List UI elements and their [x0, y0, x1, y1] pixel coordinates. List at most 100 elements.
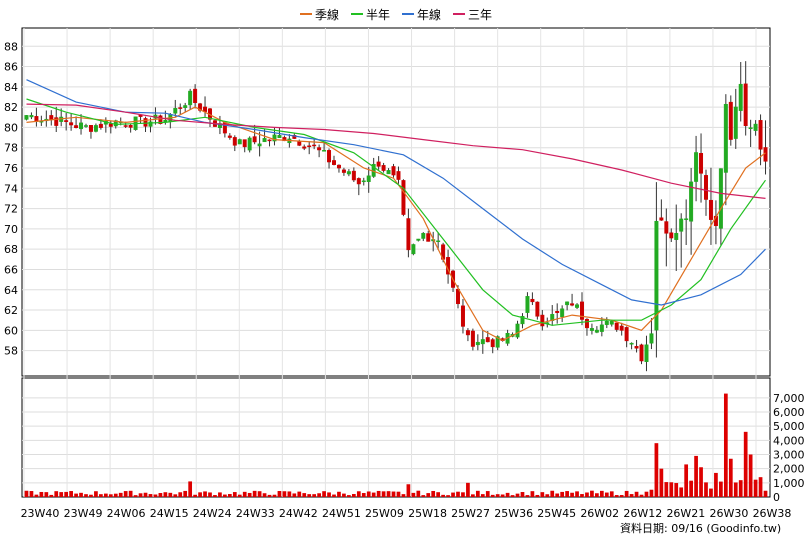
candle-body — [74, 125, 79, 128]
volume-bar — [347, 495, 351, 497]
x-tick-label: 25W36 — [494, 507, 533, 520]
candle-body — [183, 105, 188, 108]
volume-bar — [342, 493, 346, 497]
candle-body — [361, 180, 366, 183]
volume-bar — [168, 492, 173, 497]
volume-tick-label: 0 — [773, 491, 780, 504]
candle-body — [480, 339, 485, 345]
volume-bar — [451, 492, 455, 497]
volume-bar — [44, 492, 49, 497]
volume-bar — [609, 491, 614, 497]
volume-tick-label: 1,000 — [773, 477, 805, 490]
candle-body — [88, 125, 93, 132]
x-tick-label: 24W51 — [322, 507, 361, 520]
volume-bar — [208, 492, 212, 497]
volume-bar — [441, 494, 445, 497]
volume-bar — [471, 494, 475, 497]
candle-body — [718, 168, 723, 229]
price-tick-label: 70 — [4, 223, 18, 236]
candle-body — [252, 136, 257, 143]
volume-bar — [193, 494, 197, 497]
volume-bar — [401, 494, 406, 497]
volume-bar — [694, 455, 698, 497]
volume-bar — [555, 493, 560, 497]
volume-tick-label: 3,000 — [773, 449, 805, 462]
volume-bar — [138, 493, 143, 497]
candle-body — [669, 232, 674, 239]
candle-body — [302, 146, 307, 149]
candle-body — [565, 301, 570, 306]
candle-body — [758, 120, 763, 150]
volume-bar — [743, 431, 748, 497]
volume-bar — [153, 494, 158, 497]
candle-body — [64, 120, 69, 122]
volume-bar — [327, 492, 331, 497]
volume-bar — [203, 491, 207, 497]
candle-body — [356, 178, 361, 185]
volume-bar — [366, 491, 371, 497]
volume-bar — [580, 494, 584, 497]
x-tick-label: 26W02 — [580, 507, 619, 520]
volume-bar — [614, 495, 619, 497]
candle-body — [178, 107, 183, 109]
candle-body — [743, 83, 748, 126]
volume-bar — [431, 490, 436, 497]
volume-bar — [446, 495, 450, 497]
candle-body — [649, 333, 654, 344]
volume-bar — [525, 495, 530, 497]
candle-body — [227, 135, 232, 138]
volume-bar — [644, 491, 649, 497]
volume-bar — [391, 491, 396, 497]
legend-swatch-quarter — [300, 13, 312, 15]
candle-body — [242, 139, 247, 148]
volume-bar — [639, 494, 644, 497]
volume-bar — [302, 493, 307, 497]
source-text: 資料日期: 09/16 (Goodinfo.tw) — [620, 522, 782, 535]
candle-body — [723, 103, 728, 173]
candle-body — [560, 308, 565, 317]
x-tick-label: 26W30 — [710, 507, 749, 520]
volume-bar — [714, 472, 718, 497]
candle-body — [421, 233, 426, 239]
x-tick-label: 23W40 — [21, 507, 60, 520]
price-tick-label: 60 — [4, 324, 18, 337]
x-tick-label: 24W06 — [107, 507, 146, 520]
volume-bar — [500, 494, 505, 497]
candle-body — [465, 330, 470, 336]
volume-bar — [118, 492, 123, 497]
candle-body — [570, 303, 575, 306]
legend-label-three-year: 三年 — [468, 7, 493, 22]
volume-bar — [227, 494, 232, 497]
volume-bar — [684, 464, 689, 497]
candle-body — [24, 115, 29, 120]
candle-body — [708, 199, 713, 220]
candle-body — [29, 115, 34, 118]
price-tick-label: 86 — [4, 61, 18, 74]
volume-bar — [763, 490, 768, 497]
candle-body — [346, 171, 351, 175]
candle-body — [485, 337, 490, 343]
volume-bar — [178, 492, 183, 497]
candle-body — [401, 180, 406, 215]
candle-body — [386, 170, 391, 175]
price-tick-label: 58 — [4, 345, 18, 358]
volume-bar — [490, 494, 495, 497]
volume-bar — [738, 480, 743, 497]
volume-bar — [282, 491, 287, 497]
volume-bar — [396, 491, 401, 497]
volume-bar — [480, 494, 485, 497]
volume-bar — [74, 493, 78, 497]
candle-body — [416, 238, 421, 241]
candle-body — [327, 150, 332, 163]
volume-bar — [128, 490, 133, 497]
volume-bar — [262, 493, 267, 497]
legend-swatch-year — [402, 13, 415, 15]
candle-body — [198, 103, 203, 111]
candle-body — [98, 123, 103, 128]
volume-bar — [24, 490, 29, 497]
legend-item-quarter: 季線 — [300, 6, 339, 23]
candle-body — [575, 304, 580, 308]
candle-body — [49, 115, 54, 120]
volume-bar — [143, 492, 148, 497]
volume-bar — [148, 494, 153, 497]
